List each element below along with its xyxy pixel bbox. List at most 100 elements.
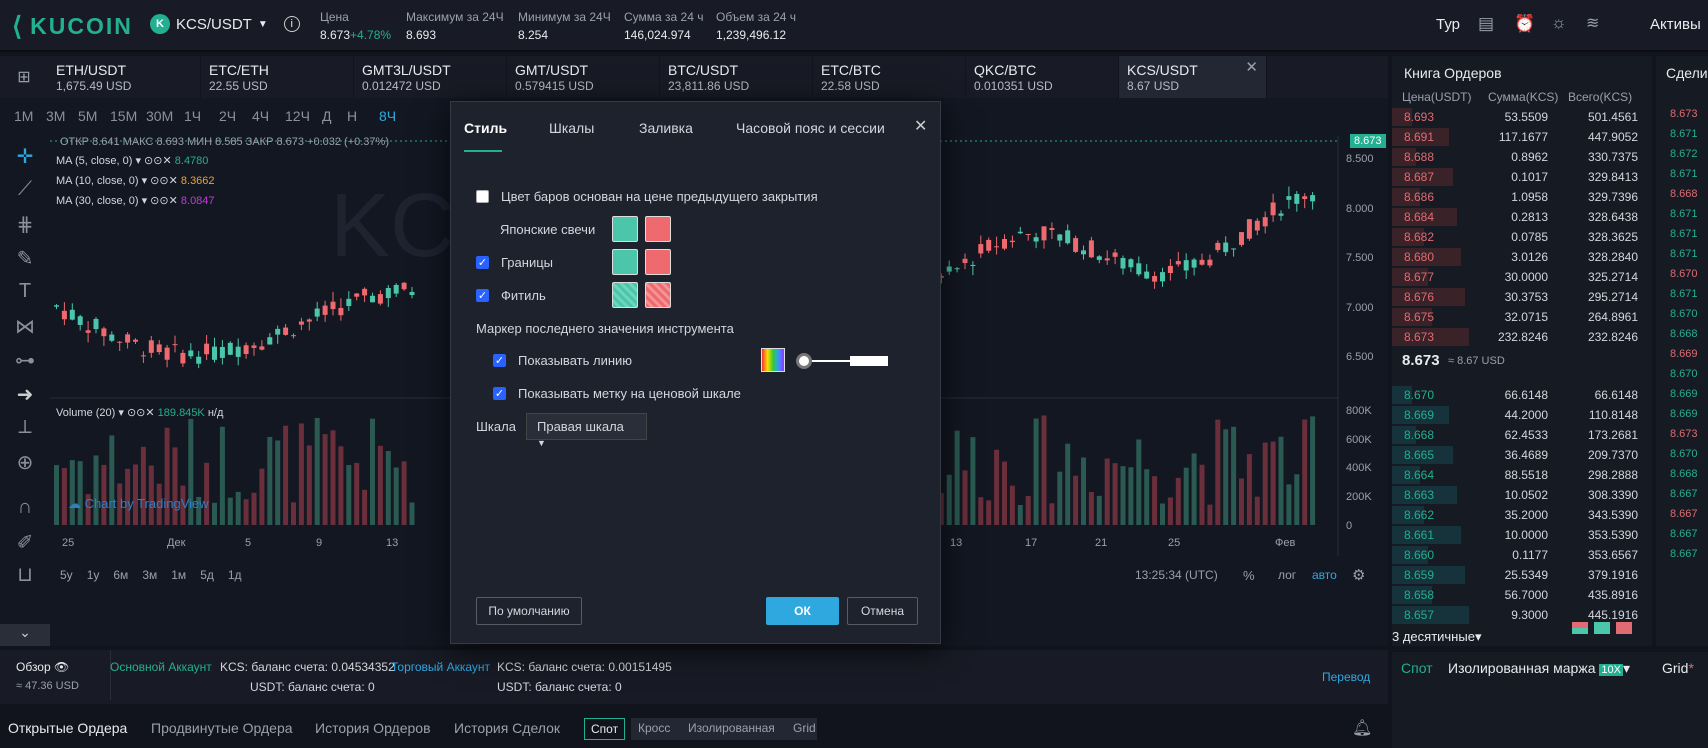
filter-isolated[interactable]: Изолированная (688, 721, 775, 735)
pair-selector[interactable]: K KCS/USDT ▼ i (150, 14, 300, 34)
orderbook-row[interactable]: 8.659 25.5349 379.1916 (1392, 565, 1652, 585)
orderbook-row[interactable]: 8.670 66.6148 66.6148 (1392, 385, 1652, 405)
bell-icon[interactable]: 🔔︎ (1352, 720, 1373, 737)
orderbook-row[interactable]: 8.691 117.1677 447.9052 (1392, 127, 1652, 147)
timeframe-15М[interactable]: 15М (110, 108, 138, 124)
orderbook-row[interactable]: 8.686 1.0958 329.7396 (1392, 187, 1652, 207)
tab-trade-history[interactable]: История Сделок (454, 720, 561, 736)
orderbook-row[interactable]: 8.688 0.8962 330.7375 (1392, 147, 1652, 167)
timeframe-1Ч[interactable]: 1Ч (184, 108, 202, 124)
orderbook-row[interactable]: 8.668 62.4533 173.2681 (1392, 425, 1652, 445)
tab-fill[interactable]: Заливка (639, 120, 693, 136)
range-button[interactable]: 1д (227, 568, 242, 582)
wick-up-color[interactable] (612, 282, 638, 308)
border-down-color[interactable] (645, 249, 671, 275)
cancel-button[interactable]: Отмена (847, 597, 918, 625)
info-icon[interactable]: i (283, 16, 300, 32)
wick-checkbox[interactable]: ✓ (476, 289, 489, 302)
orderbook-row[interactable]: 8.675 32.0715 264.8961 (1392, 307, 1652, 327)
tab-timezone[interactable]: Часовой пояс и сессии (736, 120, 885, 136)
timeframe-30М[interactable]: 30М (146, 108, 174, 124)
tab-advanced-orders[interactable]: Продвинутые Ордера (151, 720, 293, 736)
theme-sun-icon[interactable]: ☼ (1551, 13, 1567, 32)
book-view-both-icon[interactable] (1572, 622, 1588, 634)
timeframe-Д[interactable]: Д (322, 108, 332, 124)
pair-tab[interactable]: ETH/USDT 1,675.49 USD (48, 56, 201, 98)
tour-link[interactable]: Тур (1436, 16, 1460, 33)
magnet-icon[interactable]: ∩ (17, 496, 33, 518)
default-button[interactable]: По умолчанию (476, 597, 582, 625)
range-button[interactable]: 6м (113, 568, 129, 582)
show-line-checkbox[interactable]: ✓ (493, 354, 506, 367)
alarm-icon[interactable]: ⏰ (1514, 14, 1536, 33)
line-color-picker[interactable] (761, 348, 785, 372)
filter-grid[interactable]: Grid (793, 721, 816, 735)
close-icon[interactable]: ✕ (914, 118, 928, 135)
prev-close-checkbox[interactable] (476, 190, 489, 203)
percent-toggle[interactable]: % (1243, 568, 1255, 583)
brush-icon[interactable]: ✎ (16, 248, 34, 270)
orderbook-row[interactable]: 8.680 3.0126 328.2840 (1392, 247, 1652, 267)
collapse-icon[interactable]: ⌄ (0, 624, 50, 646)
pair-tab[interactable]: ETC/ETH 22.55 USD (201, 56, 354, 98)
prediction-icon[interactable]: ⊶ (15, 350, 35, 372)
show-label-checkbox[interactable]: ✓ (493, 387, 506, 400)
tab-order-history[interactable]: История Ордеров (315, 720, 431, 736)
range-button[interactable]: 1м (171, 568, 187, 582)
tab-scales[interactable]: Шкалы (549, 120, 595, 136)
ok-button[interactable]: ОК (766, 597, 839, 625)
orderbook-row[interactable]: 8.658 56.7000 435.8916 (1392, 585, 1652, 605)
timeframe-3М[interactable]: 3М (46, 108, 66, 124)
volume-legend[interactable]: Volume (20) ▾ ⊙⊙✕ 189.845K н/д (56, 407, 224, 419)
tab-grid[interactable]: Grid* (1662, 660, 1694, 676)
candle-up-color[interactable] (612, 216, 638, 242)
crosshair-icon[interactable]: ✛ (16, 146, 34, 168)
text-tool-icon[interactable]: T (18, 280, 32, 302)
timeframe-4Ч[interactable]: 4Ч (252, 108, 270, 124)
timeframe-2Ч[interactable]: 2Ч (219, 108, 237, 124)
timeframe-Н[interactable]: Н (347, 108, 358, 124)
line-style-select[interactable] (850, 356, 888, 366)
candle-down-color[interactable] (645, 216, 671, 242)
pair-tab-active[interactable]: KCS/USDT 8.67 USD ✕ (1119, 56, 1267, 98)
orderbook-row[interactable]: 8.664 88.5518 298.2888 (1392, 465, 1652, 485)
orderbook-row[interactable]: 8.673 232.8246 232.8246 (1392, 327, 1652, 347)
orderbook-row[interactable]: 8.665 36.4689 209.7370 (1392, 445, 1652, 465)
book-view-asks-icon[interactable] (1616, 622, 1632, 634)
orderbook-row[interactable]: 8.693 53.5509 501.4561 (1392, 107, 1652, 127)
auto-toggle[interactable]: авто (1312, 568, 1337, 582)
borders-checkbox[interactable]: ✓ (476, 256, 489, 269)
close-tab-icon[interactable]: ✕ (1245, 59, 1258, 76)
range-button[interactable]: 3м (142, 568, 158, 582)
wick-down-color[interactable] (645, 282, 671, 308)
lock-drawing-icon[interactable]: ✐ (16, 532, 34, 554)
tab-spot[interactable]: Спот (1401, 660, 1433, 676)
orderbook-row[interactable]: 8.676 30.3753 295.2714 (1392, 287, 1652, 307)
scale-select[interactable]: Правая шкала ▼ (526, 413, 647, 448)
trendline-icon[interactable]: ⟋ (18, 178, 32, 200)
trade-account-link[interactable]: Торговый Аккаунт (391, 660, 490, 674)
timeframe-1М[interactable]: 1М (14, 108, 34, 124)
timeframe-12Ч[interactable]: 12Ч (285, 108, 310, 124)
range-button[interactable]: 5д (200, 568, 214, 582)
orderbook-row[interactable]: 8.682 0.0785 328.3625 (1392, 227, 1652, 247)
lock-icon[interactable]: ⊔ (17, 564, 33, 586)
ma10-legend[interactable]: MA (10, close, 0) ▾ ⊙⊙✕ 8.3662 (56, 175, 215, 187)
decimals-select[interactable]: 3 десятичные▾ (1392, 629, 1482, 644)
range-button[interactable]: 5y (60, 568, 73, 582)
grid-menu-icon[interactable]: ⊞ (17, 69, 31, 86)
main-account-link[interactable]: Основной Аккаунт (110, 660, 212, 674)
pattern-icon[interactable]: ⋈ (15, 316, 35, 338)
overview-label[interactable]: Обзор 👁 (16, 660, 70, 674)
border-up-color[interactable] (612, 249, 638, 275)
pair-tab[interactable]: ETC/BTC 22.58 USD (813, 56, 966, 98)
orderbook-row[interactable]: 8.660 0.1177 353.6567 (1392, 545, 1652, 565)
tab-style[interactable]: Стиль (464, 120, 508, 136)
settings-gear-icon[interactable]: ⚙ (1352, 567, 1366, 584)
arrow-left-icon[interactable]: ➜ (16, 384, 34, 406)
ma5-legend[interactable]: MA (5, close, 0) ▾ ⊙⊙✕ 8.4780 (56, 155, 209, 167)
ma30-legend[interactable]: MA (30, close, 0) ▾ ⊙⊙✕ 8.0847 (56, 195, 215, 207)
orderbook-row[interactable]: 8.661 10.0000 353.5390 (1392, 525, 1652, 545)
pair-tab[interactable]: BTC/USDT 23,811.86 USD (660, 56, 813, 98)
assets-link[interactable]: Активы (1650, 16, 1701, 33)
